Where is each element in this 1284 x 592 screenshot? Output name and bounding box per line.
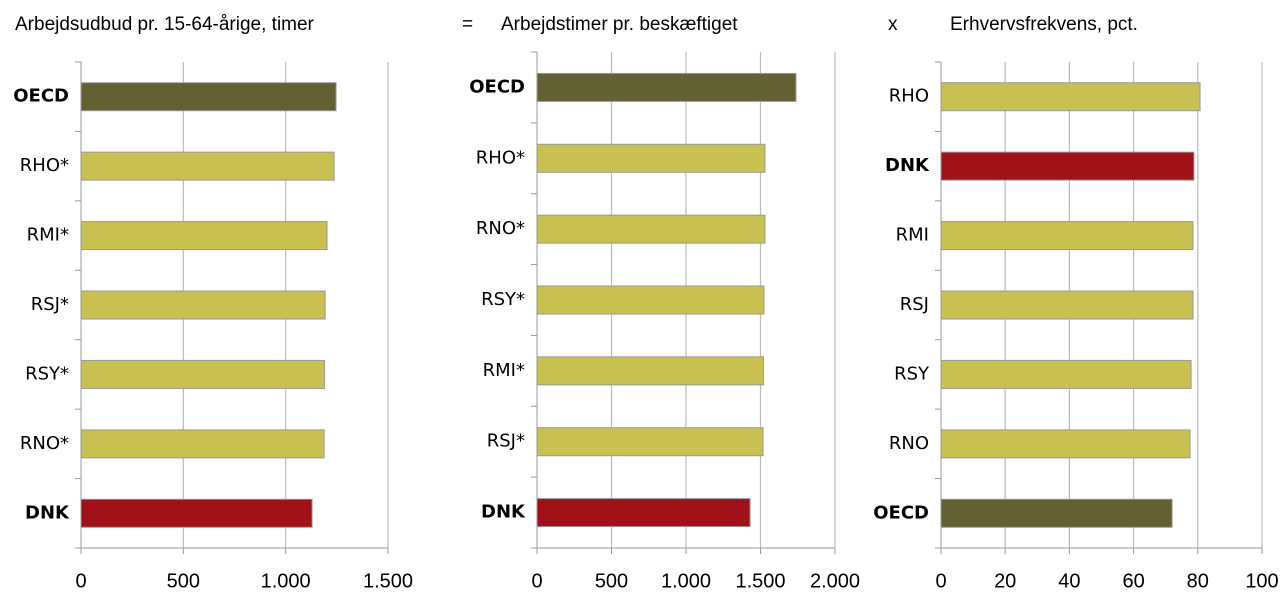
bar bbox=[536, 498, 751, 528]
bar bbox=[940, 359, 1192, 389]
x-tick-label: 60 bbox=[1122, 570, 1144, 592]
bar bbox=[940, 290, 1194, 320]
category-label: RSJ* bbox=[487, 431, 525, 452]
x-tick-label: 1.500 bbox=[735, 570, 785, 592]
category-label: RSY* bbox=[481, 289, 525, 310]
bar bbox=[536, 72, 797, 102]
category-label: RSY* bbox=[25, 363, 69, 384]
category-label: RMI bbox=[896, 225, 929, 246]
bar bbox=[940, 498, 1173, 528]
bar bbox=[940, 429, 1191, 459]
x-tick-label: 20 bbox=[994, 570, 1016, 592]
bar bbox=[536, 356, 764, 386]
category-label: OECD bbox=[469, 76, 525, 97]
x-tick-label: 100 bbox=[1245, 570, 1278, 592]
category-label: RHO* bbox=[476, 147, 525, 168]
bar bbox=[80, 429, 325, 459]
bar bbox=[940, 82, 1201, 112]
category-label: OECD bbox=[873, 502, 929, 523]
bar bbox=[80, 359, 326, 389]
chart-title: Arbejdstimer pr. beskæftiget bbox=[501, 14, 738, 35]
category-label: RSY bbox=[894, 363, 930, 384]
bar bbox=[80, 151, 335, 181]
category-label: DNK bbox=[885, 155, 930, 176]
bar bbox=[80, 221, 328, 251]
operator: x bbox=[888, 14, 898, 35]
category-label: RNO bbox=[889, 433, 929, 454]
bar bbox=[536, 427, 764, 457]
bar bbox=[940, 221, 1194, 251]
bar bbox=[536, 285, 765, 315]
category-label: RNO* bbox=[20, 433, 69, 454]
x-tick-label: 0 bbox=[75, 570, 86, 592]
category-label: RSJ bbox=[900, 294, 929, 315]
x-tick-label: 500 bbox=[167, 570, 200, 592]
category-label: DNK bbox=[25, 502, 70, 523]
bar bbox=[940, 151, 1195, 181]
x-tick-label: 80 bbox=[1187, 570, 1209, 592]
chart-title: Erhvervsfrekvens, pct. bbox=[950, 14, 1138, 35]
x-tick-label: 0 bbox=[935, 570, 946, 592]
x-tick-label: 2.000 bbox=[810, 570, 860, 592]
category-label: RMI* bbox=[27, 225, 69, 246]
x-tick-label: 1.000 bbox=[661, 570, 711, 592]
x-tick-label: 0 bbox=[531, 570, 542, 592]
category-label: RNO* bbox=[476, 218, 525, 239]
category-label: RSJ* bbox=[31, 294, 69, 315]
bar bbox=[80, 82, 337, 112]
category-label: OECD bbox=[13, 86, 69, 107]
chart-title: Arbejdsudbud pr. 15-64-årige, timer bbox=[15, 14, 315, 35]
category-label: RHO* bbox=[20, 155, 69, 176]
bar bbox=[536, 143, 766, 173]
x-tick-label: 1.000 bbox=[261, 570, 311, 592]
x-tick-label: 1.500 bbox=[363, 570, 413, 592]
category-label: RHO bbox=[889, 86, 929, 107]
bar bbox=[536, 214, 766, 244]
category-label: DNK bbox=[481, 502, 526, 523]
x-tick-label: 500 bbox=[595, 570, 628, 592]
category-label: RMI* bbox=[483, 360, 525, 381]
bar bbox=[80, 290, 326, 320]
bar bbox=[80, 498, 313, 528]
x-tick-label: 40 bbox=[1058, 570, 1080, 592]
operator: = bbox=[462, 14, 473, 35]
